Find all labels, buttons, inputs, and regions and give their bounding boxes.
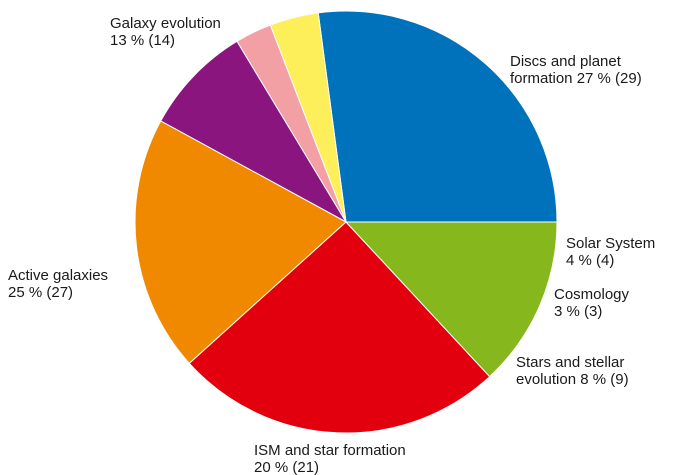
slice-label-line: formation 27 % (29): [510, 70, 642, 87]
slice-label-cosmology: Cosmology 3 % (3): [554, 286, 630, 320]
slice-label-line: 25 % (27): [8, 284, 73, 301]
slice-label-discs-and-planet-formation: Discs and planet formation 27 % (29): [510, 53, 642, 87]
slice-label-solar-system: Solar System 4 % (4): [566, 235, 655, 269]
pie-slice-active-galaxies: [188, 221, 491, 434]
slice-label-line: evolution 8 % (9): [516, 371, 629, 388]
slice-label-line: 13 % (14): [110, 32, 175, 49]
slice-label-line: 3 % (3): [554, 303, 602, 320]
pie-slice-discs-and-planet-formation: [317, 10, 558, 223]
pie-labels: Discs and planet formation 27 % (29) Solar…: [8, 15, 655, 475]
pie-slice-ism-and-star-formation: [134, 120, 347, 365]
slice-label-line: 20 % (21): [254, 459, 319, 475]
slice-label-line: 4 % (4): [566, 252, 614, 269]
pie-slice-stars-and-stellar-evolution: [160, 40, 348, 224]
slice-label-active-galaxies: Active galaxies 25 % (27): [8, 267, 108, 301]
slice-label-line: Stars and stellar: [516, 354, 624, 371]
slice-label-line: Solar System: [566, 235, 655, 252]
slice-label-line: ISM and star formation: [254, 442, 406, 459]
slice-label-galaxy-evolution: Galaxy evolution 13 % (14): [110, 15, 221, 49]
pie-slices: [134, 10, 558, 434]
slice-label-stars-and-stellar-evolution: Stars and stellar evolution 8 % (9): [516, 354, 629, 388]
pie-slice-galaxy-evolution: [344, 221, 558, 378]
slice-label-ism-and-star-formation: ISM and star formation 20 % (21): [254, 442, 406, 475]
slice-label-line: Discs and planet: [510, 53, 622, 70]
slice-label-line: Galaxy evolution: [110, 15, 221, 32]
slice-label-line: Active galaxies: [8, 267, 108, 284]
slice-label-line: Cosmology: [554, 286, 630, 303]
